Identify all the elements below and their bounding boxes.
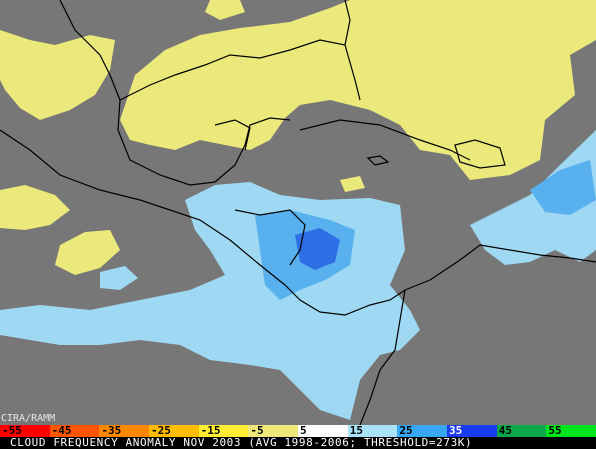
west-yellow-strip [0, 185, 70, 230]
colorbar-segment: 45 [496, 424, 547, 437]
colorbar-segment: 15 [347, 424, 398, 437]
coastlines [0, 0, 596, 425]
central-america-coast [229, 239, 406, 316]
colorbar-label: 15 [349, 424, 363, 437]
caribbean-coast [234, 209, 306, 266]
colorbar-segment: -35 [99, 424, 150, 437]
map-panel: CIRA/RAMM [0, 0, 596, 425]
credit-label: CIRA/RAMM [1, 413, 56, 424]
colorbar-label: -25 [151, 424, 171, 437]
florida-coast [344, 0, 351, 46]
colorbar: -55 -45 -35 -25 -15 -5 5 15 25 35 45 55 [0, 424, 596, 437]
mexico-pacific-coast [0, 129, 231, 241]
colorbar-label: 45 [498, 424, 512, 437]
pacific-blue-blob [100, 266, 138, 290]
central-america-blue [0, 182, 420, 420]
north-yellow-blob [205, 0, 245, 20]
colorbar-label: -15 [200, 424, 221, 437]
colorbar-segment: -55 [0, 424, 50, 437]
colorbar-label: 25 [399, 424, 413, 437]
strong-negative-anomaly-cores [255, 160, 596, 300]
colorbar-label: -45 [51, 424, 72, 437]
hispaniola-coast [454, 139, 506, 169]
colorbar-label: -35 [101, 424, 122, 437]
texas-yellow-region [0, 30, 115, 120]
south-america-coast [404, 244, 596, 291]
map-caption: CLOUD FREQUENCY ANOMALY NOV 2003 (AVG 19… [0, 437, 596, 449]
jamaica-yellow-blob [340, 176, 365, 192]
colorbar-segment: -5 [248, 424, 299, 437]
yucatan-coast [214, 119, 251, 151]
colorbar-segment: -15 [198, 424, 249, 437]
colorbar-segment: -45 [49, 424, 100, 437]
colorbar-label: -5 [250, 424, 264, 437]
colorbar-segment: 5 [298, 424, 348, 437]
gulf-coastline [59, 0, 291, 186]
colorbar-segment: 35 [447, 424, 497, 437]
colorbar-label: 35 [449, 424, 463, 437]
pacific-yellow-blob [55, 230, 120, 275]
colorbar-label: 5 [300, 424, 307, 437]
colorbar-segment: 55 [546, 424, 596, 437]
colorbar-label: 55 [548, 424, 562, 437]
caribbean-blue [470, 130, 596, 265]
colombia-coast [359, 289, 406, 425]
colorbar-label: -55 [2, 424, 22, 437]
us-gulf-coast [119, 39, 361, 101]
jamaica-coast [366, 155, 390, 166]
cuba-coast [299, 119, 471, 161]
east-caribbean-midblue [530, 160, 596, 215]
honduras-darkblue-core [295, 228, 340, 270]
colorbar-segment: 25 [397, 424, 448, 437]
colorbar-segment: -25 [149, 424, 199, 437]
cloud-anomaly-map [0, 0, 596, 425]
